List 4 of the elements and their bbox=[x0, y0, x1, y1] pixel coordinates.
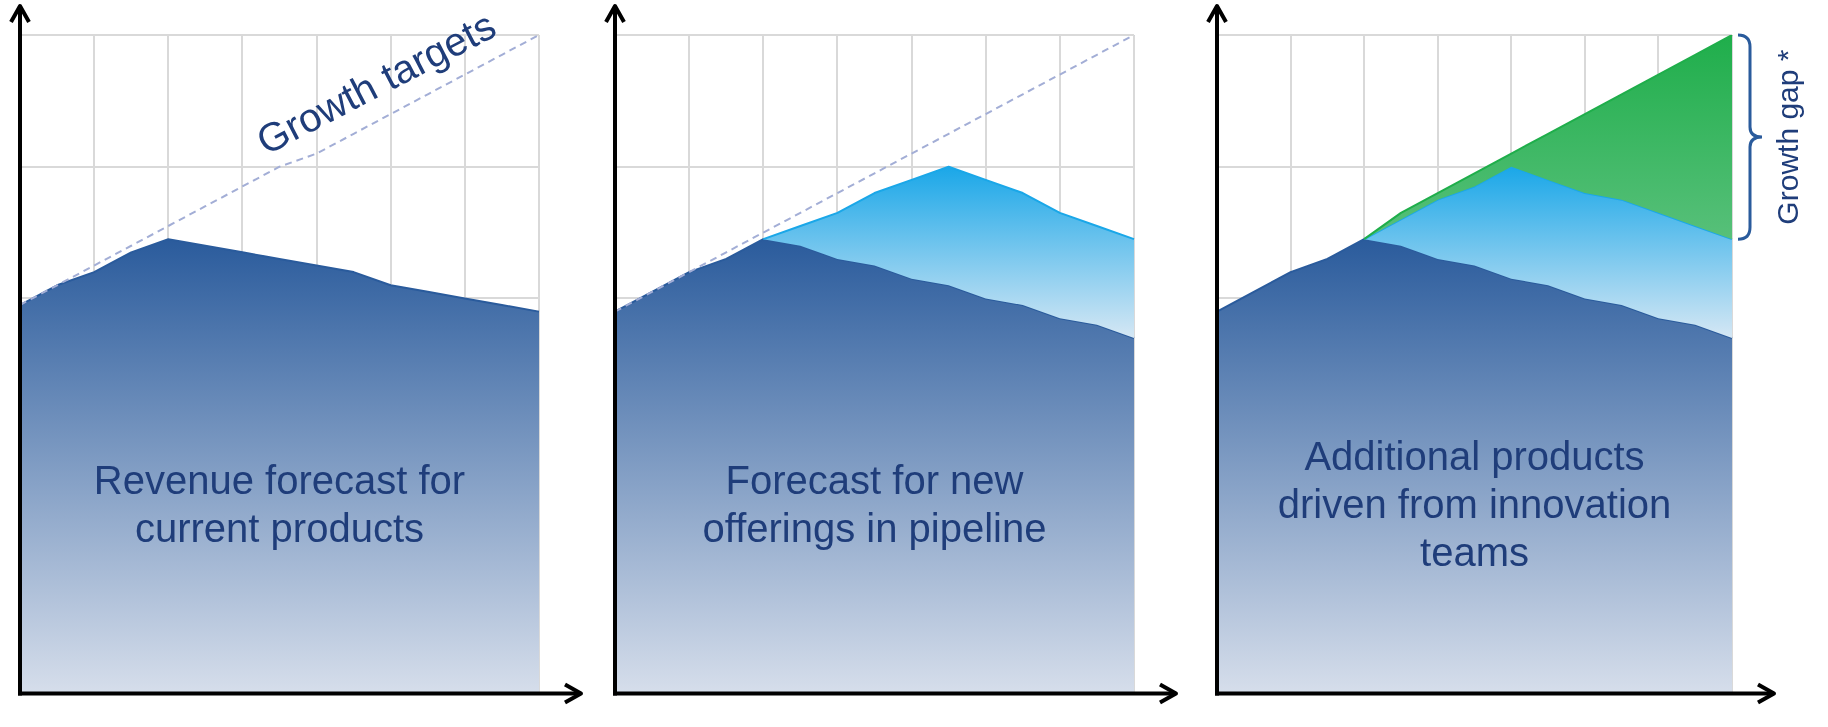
annotation: Additional products driven from innovation teams bbox=[1277, 434, 1672, 575]
text: Growth gap * bbox=[1771, 49, 1805, 225]
annotation: Revenue forecast for current products bbox=[93, 458, 466, 551]
annotation: Forecast for new offerings in pipeline bbox=[702, 458, 1047, 551]
